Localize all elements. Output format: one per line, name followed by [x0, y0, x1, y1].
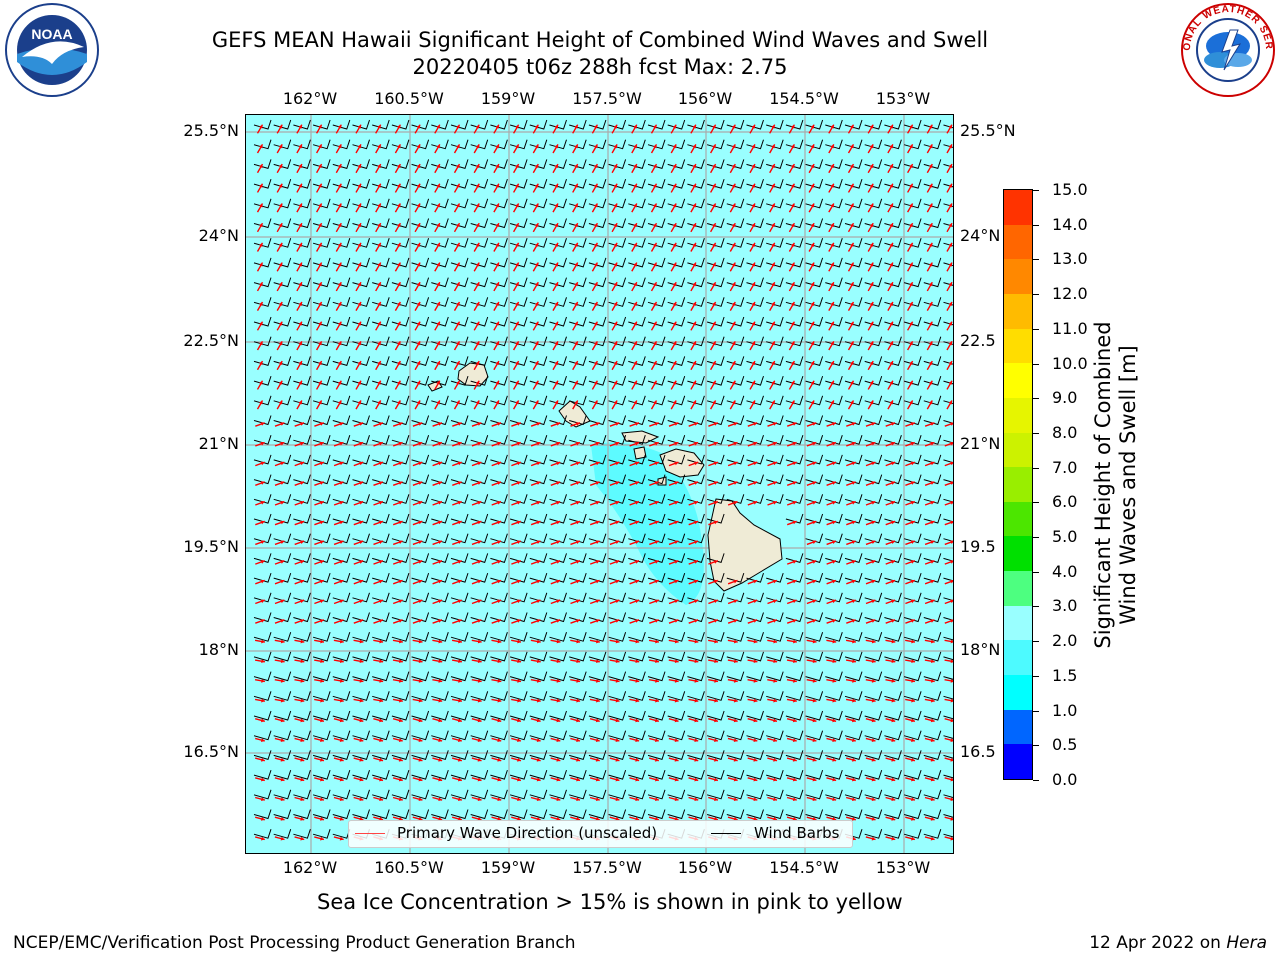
date-text: 12 Apr 2022 on Hera [1089, 933, 1267, 953]
colorbar-tick-mark [1033, 606, 1039, 607]
colorbar-tick-mark [1033, 398, 1039, 399]
colorbar-tick-label: 15.0 [1052, 180, 1088, 199]
colorbar-title-line2: Wind Waves and Swell [m] [1116, 345, 1140, 625]
colorbar-tick-label: 5.0 [1052, 527, 1077, 546]
lat-left-label: 18°N [199, 640, 239, 659]
colorbar-tick-label: 14.0 [1052, 215, 1088, 234]
lon-top-label: 154.5°W [769, 89, 839, 108]
colorbar-segment [1004, 710, 1032, 745]
lat-left-label: 16.5°N [183, 742, 239, 761]
colorbar-tick-mark [1033, 190, 1039, 191]
colorbar-tick-mark [1033, 676, 1039, 677]
colorbar-segment [1004, 433, 1032, 468]
sea-ice-note: Sea Ice Concentration > 15% is shown in … [317, 890, 903, 914]
wave-height-map [245, 114, 954, 854]
colorbar-tick-mark [1033, 502, 1039, 503]
lon-bottom-label: 162°W [283, 858, 337, 877]
colorbar-tick-mark [1033, 225, 1039, 226]
colorbar-tick-label: 3.0 [1052, 596, 1077, 615]
colorbar-tick-mark [1033, 711, 1039, 712]
colorbar-tick-label: 4.0 [1052, 562, 1077, 581]
credit-text: NCEP/EMC/Verification Post Processing Pr… [13, 933, 576, 953]
lon-top-label: 157.5°W [572, 89, 642, 108]
colorbar-segment [1004, 606, 1032, 641]
lon-bottom-label: 160.5°W [374, 858, 444, 877]
colorbar-tick-label: 8.0 [1052, 423, 1077, 442]
lon-bottom-label: 153°W [876, 858, 930, 877]
colorbar-segment [1004, 225, 1032, 260]
colorbar-tick-label: 0.5 [1052, 735, 1077, 754]
legend-barb-swatch [711, 833, 741, 834]
lon-bottom-label: 156°W [678, 858, 732, 877]
chart-subtitle: 20220405 t06z 288h fcst Max: 2.75 [0, 55, 1200, 79]
colorbar-segment [1004, 675, 1032, 710]
colorbar-tick-mark [1033, 364, 1039, 365]
colorbar-tick-mark [1033, 745, 1039, 746]
map-legend: Primary Wave Direction (unscaled) Wind B… [348, 820, 853, 848]
colorbar-tick-mark [1033, 433, 1039, 434]
colorbar-tick-label: 1.0 [1052, 701, 1077, 720]
colorbar-segment [1004, 502, 1032, 537]
colorbar-segment [1004, 363, 1032, 398]
lat-left-label: 25.5°N [183, 121, 239, 140]
colorbar-segment [1004, 571, 1032, 606]
colorbar-tick-mark [1033, 780, 1039, 781]
lat-right-label: 16.5 [960, 742, 996, 761]
lon-top-label: 159°W [481, 89, 535, 108]
colorbar-segment [1004, 398, 1032, 433]
colorbar-segment [1004, 294, 1032, 329]
colorbar-segment [1004, 190, 1032, 225]
legend-wave-swatch [355, 833, 385, 834]
colorbar-segment [1004, 259, 1032, 294]
nws-logo: NATIONAL WEATHER SERVICE [1178, 2, 1278, 102]
lat-right-label: 24°N [960, 226, 1000, 245]
colorbar-tick-label: 1.5 [1052, 666, 1077, 685]
lon-bottom-label: 159°W [481, 858, 535, 877]
colorbar [1003, 189, 1033, 780]
noaa-logo-text: NOAA [31, 26, 72, 42]
colorbar-tick-mark [1033, 329, 1039, 330]
colorbar-tick-label: 0.0 [1052, 770, 1077, 789]
colorbar-tick-mark [1033, 641, 1039, 642]
lat-left-label: 22.5°N [183, 331, 239, 350]
colorbar-segment [1004, 744, 1032, 779]
lon-bottom-label: 157.5°W [572, 858, 642, 877]
lon-bottom-label: 154.5°W [769, 858, 839, 877]
colorbar-tick-label: 9.0 [1052, 388, 1077, 407]
lat-left-label: 24°N [199, 226, 239, 245]
noaa-logo: NOAA [2, 2, 102, 102]
colorbar-tick-mark [1033, 572, 1039, 573]
lon-top-label: 162°W [283, 89, 337, 108]
lat-left-label: 19.5°N [183, 537, 239, 556]
colorbar-segment [1004, 536, 1032, 571]
lon-top-label: 153°W [876, 89, 930, 108]
colorbar-tick-label: 2.0 [1052, 631, 1077, 650]
colorbar-title-line1: Significant Height of Combined [1091, 321, 1115, 648]
colorbar-segment [1004, 467, 1032, 502]
date-host: Hera [1226, 933, 1267, 953]
lon-top-label: 156°W [678, 89, 732, 108]
lat-left-label: 21°N [199, 434, 239, 453]
lat-right-label: 25.5°N [960, 121, 1016, 140]
lat-right-label: 18°N [960, 640, 1000, 659]
colorbar-tick-mark [1033, 468, 1039, 469]
lat-right-label: 21°N [960, 434, 1000, 453]
colorbar-segment [1004, 640, 1032, 675]
colorbar-tick-mark [1033, 294, 1039, 295]
legend-wave-label: Primary Wave Direction (unscaled) [397, 824, 657, 842]
lat-right-label: 19.5 [960, 537, 996, 556]
colorbar-tick-label: 7.0 [1052, 458, 1077, 477]
colorbar-tick-label: 10.0 [1052, 354, 1088, 373]
legend-barb-label: Wind Barbs [754, 824, 839, 842]
colorbar-tick-label: 12.0 [1052, 284, 1088, 303]
chart-title: GEFS MEAN Hawaii Significant Height of C… [0, 28, 1200, 52]
colorbar-tick-label: 6.0 [1052, 492, 1077, 511]
colorbar-tick-label: 13.0 [1052, 249, 1088, 268]
lat-right-label: 22.5 [960, 331, 996, 350]
lon-top-label: 160.5°W [374, 89, 444, 108]
colorbar-tick-mark [1033, 537, 1039, 538]
colorbar-segment [1004, 329, 1032, 364]
colorbar-tick-mark [1033, 259, 1039, 260]
colorbar-tick-label: 11.0 [1052, 319, 1088, 338]
